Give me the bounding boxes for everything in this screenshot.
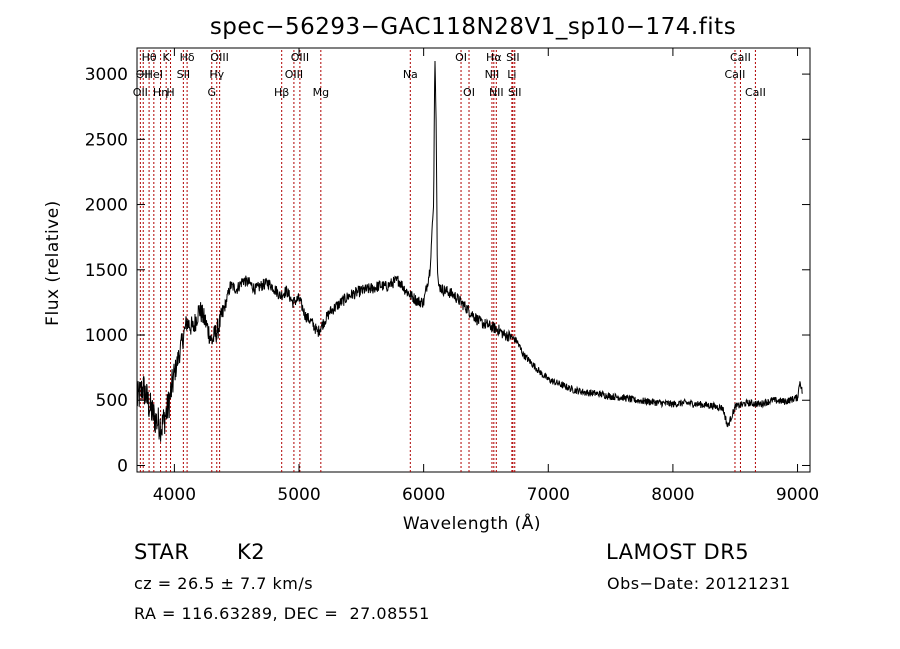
reference-line-label: K: [163, 51, 171, 64]
x-axis-label: Wavelength (Å): [403, 512, 541, 534]
reference-line-label: Mg: [313, 86, 329, 99]
reference-line-label: Na: [403, 68, 418, 81]
reference-line-label: Hθ: [142, 51, 157, 64]
spectrum-line: [136, 60, 803, 442]
reference-line-label: OIII: [291, 51, 309, 64]
reference-line-label: OIII: [285, 68, 303, 81]
reference-lines: [139, 50, 756, 472]
reference-line-label: NII: [485, 68, 500, 81]
reference-line-label: Li: [507, 68, 516, 81]
x-tick-label: 5000: [277, 485, 320, 505]
x-axis-ticks: 4000 5000 6000 7000 8000 9000: [153, 48, 819, 505]
y-axis-label: Flux (relative): [43, 200, 63, 326]
x-tick-label: 6000: [402, 485, 445, 505]
reference-line-label: CaII: [730, 51, 751, 64]
y-tick-label: 500: [96, 391, 128, 411]
reference-line-label: Hα: [486, 51, 502, 64]
reference-line-label: H: [166, 86, 174, 99]
reference-line-label: Hγ: [209, 68, 224, 81]
reference-line-label: Hδ: [180, 51, 195, 64]
reference-line-label: OIII: [210, 51, 228, 64]
observation-date: Obs−Date: 20121231: [607, 574, 791, 593]
reference-line-label: OI: [463, 86, 475, 99]
x-tick-label: 9000: [776, 485, 819, 505]
reference-line-label: OII: [133, 86, 148, 99]
plot-frame: [136, 47, 811, 473]
reference-line-label: Hη: [153, 86, 168, 99]
reference-line-label: CaII: [725, 68, 746, 81]
reference-line-label: G: [208, 86, 217, 99]
y-tick-label: 1500: [85, 261, 128, 281]
coordinates: RA = 116.63289, DEC = 27.08551: [134, 604, 430, 623]
y-tick-label: 1000: [85, 326, 128, 346]
reference-line-labels: OIIOIIHθHeIHηKHSIIHδGHγOIIIHβOIIIOIIIMgN…: [133, 51, 766, 99]
y-tick-label: 2500: [85, 130, 128, 150]
y-tick-label: 2000: [85, 196, 128, 216]
reference-line-label: HeI: [145, 68, 163, 81]
object-class: STAR: [134, 540, 190, 564]
reference-line-label: SII: [506, 51, 519, 64]
reference-line-label: SII: [508, 86, 521, 99]
reference-line-label: CaII: [745, 86, 766, 99]
y-tick-label: 0: [117, 456, 128, 476]
x-tick-label: 7000: [527, 485, 570, 505]
survey-name: LAMOST DR5: [606, 540, 750, 564]
reference-line-label: NII: [489, 86, 504, 99]
reference-line-label: OI: [455, 51, 467, 64]
reference-line-label: SII: [177, 68, 190, 81]
y-tick-label: 3000: [85, 65, 128, 85]
x-tick-label: 8000: [651, 485, 694, 505]
y-axis-ticks: 0 500 1000 1500 2000 2500 3000: [85, 65, 810, 476]
redshift-cz: cz = 26.5 ± 7.7 km/s: [134, 574, 314, 593]
object-subclass: K2: [237, 540, 266, 564]
x-tick-label: 4000: [153, 485, 196, 505]
chart-title: spec−56293−GAC118N28V1_sp10−174.fits: [210, 14, 736, 40]
reference-line-label: Hβ: [274, 86, 289, 99]
